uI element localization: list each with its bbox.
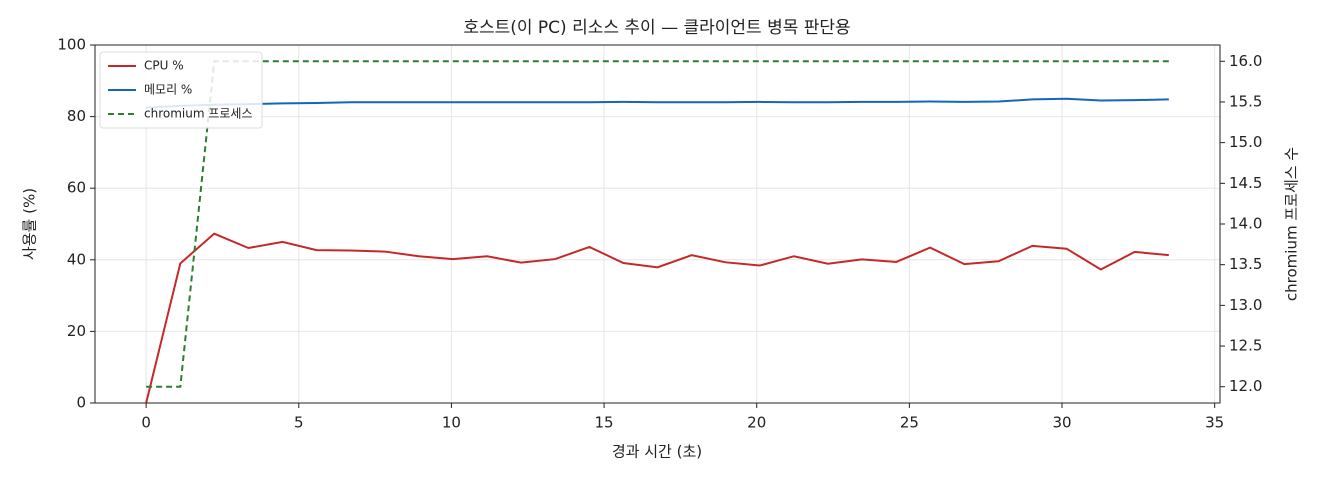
x-tick-label: 30: [1052, 414, 1071, 432]
plot-frame: [94, 44, 1221, 404]
y2-axis-label: chromium 프로세스 수: [1283, 147, 1301, 301]
x-tick-label: 5: [294, 414, 304, 432]
y2-tick-label: 16.0: [1229, 52, 1262, 70]
x-tick-label: 25: [900, 414, 919, 432]
legend-label: CPU %: [144, 59, 184, 73]
y-tick-label: 80: [67, 107, 86, 125]
y2-tick-label: 12.0: [1229, 377, 1262, 395]
x-tick-label: 15: [595, 414, 614, 432]
legend-box: [99, 51, 263, 129]
x-tick-label: 10: [442, 414, 461, 432]
y2-tick-label: 15.0: [1229, 133, 1262, 151]
y-axis-label: 사용률 (%): [21, 188, 39, 260]
y2-tick-label: 14.5: [1229, 174, 1262, 192]
y2-tick-label: 12.5: [1229, 337, 1262, 355]
y2-tick-label: 14.0: [1229, 215, 1262, 233]
x-tick-label: 20: [747, 414, 766, 432]
legend-label: chromium 프로세스: [144, 107, 253, 121]
x-axis-label: 경과 시간 (초): [612, 443, 702, 461]
y-tick-label: 20: [67, 322, 86, 340]
y-tick-label: 60: [67, 179, 86, 197]
series-line: [146, 97, 1169, 109]
y-tick-label: 0: [76, 394, 86, 412]
y-tick-label: 40: [67, 250, 86, 268]
y2-tick-label: 13.5: [1229, 255, 1262, 273]
y2-tick-label: 13.0: [1229, 296, 1262, 314]
x-tick-label: 35: [1205, 414, 1224, 432]
y2-tick-label: 15.5: [1229, 92, 1262, 110]
x-tick-label: 0: [141, 414, 151, 432]
series-line: [146, 60, 1169, 388]
legend: CPU % 메모리 % chromium 프로세스: [99, 51, 263, 129]
y-tick-label: 100: [57, 36, 86, 54]
legend-label: 메모리 %: [144, 83, 192, 97]
series-line: [145, 232, 1169, 404]
chart-title: 호스트(이 PC) 리소스 추이 — 클라이언트 병목 판단용: [463, 18, 850, 38]
